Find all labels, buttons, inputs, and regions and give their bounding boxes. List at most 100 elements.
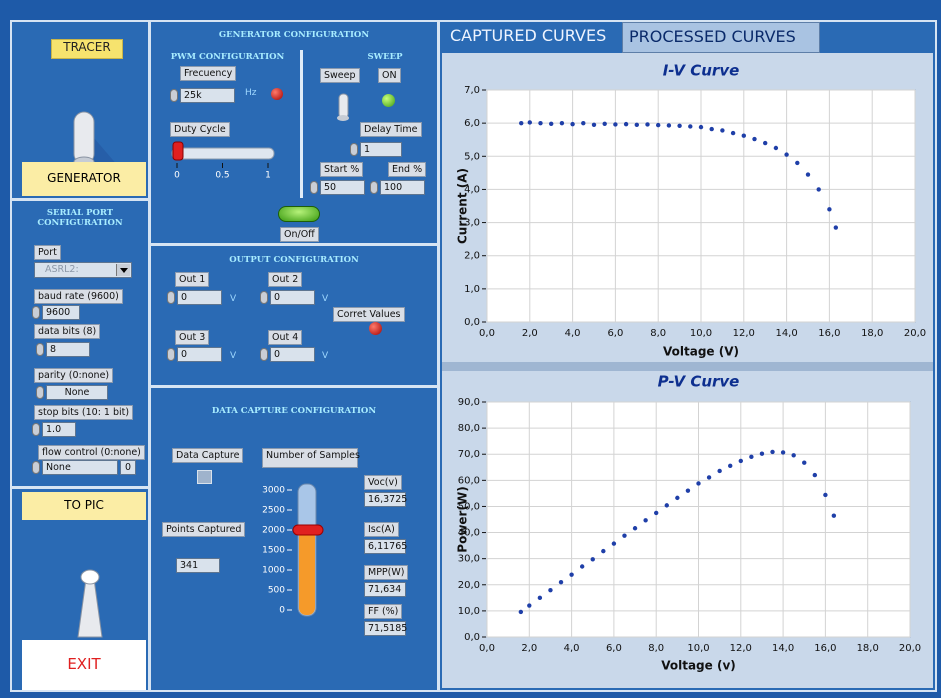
y-tick-label: 70,0 [458, 449, 480, 460]
data-point [665, 503, 669, 507]
data-point [760, 452, 764, 456]
data-point [686, 488, 690, 492]
chart-title: I-V Curve [663, 62, 740, 80]
data-point [654, 511, 658, 515]
tick-label: 1500 [262, 546, 285, 556]
data-point [622, 533, 626, 537]
data-point [813, 473, 817, 477]
y-tick-label: 5,0 [464, 151, 480, 162]
y-tick-label: 20,0 [458, 580, 480, 591]
tick-label: 0 [279, 606, 285, 616]
data-point [688, 124, 692, 128]
data-point [633, 526, 637, 530]
x-tick-label: 16,0 [818, 328, 840, 339]
data-point [763, 141, 767, 145]
data-point [817, 187, 821, 191]
y-tick-label: 90,0 [458, 397, 480, 408]
tick-label: 3000 [262, 486, 285, 496]
x-tick-label: 20,0 [899, 643, 921, 654]
x-tick-label: 10,0 [690, 328, 712, 339]
data-point [791, 453, 795, 457]
y-tick-label: 60,0 [458, 475, 480, 486]
data-point [519, 121, 523, 125]
slider-pointer [293, 525, 323, 535]
y-tick-label: 0,0 [464, 632, 480, 643]
tick-label: 0 [174, 171, 180, 181]
data-point [548, 588, 552, 592]
data-point [538, 121, 542, 125]
data-point [656, 123, 660, 127]
tick-label: 500 [268, 586, 285, 596]
x-tick-label: 18,0 [861, 328, 883, 339]
drawing-layer: 00.51050010001500200025003000I-V Curve0,… [0, 0, 941, 698]
data-point [784, 152, 788, 156]
data-point [635, 123, 639, 127]
data-point [675, 496, 679, 500]
data-point [707, 475, 711, 479]
data-point [731, 131, 735, 135]
data-point [696, 481, 700, 485]
data-point [581, 121, 585, 125]
y-axis-label: Current (A) [456, 168, 470, 244]
x-tick-label: 2,0 [522, 328, 538, 339]
x-tick-label: 0,0 [479, 643, 495, 654]
chart-title: P-V Curve [658, 373, 740, 391]
data-point [603, 122, 607, 126]
data-point [580, 564, 584, 568]
data-point [560, 121, 564, 125]
x-axis-label: Voltage (V) [663, 345, 739, 359]
data-point [569, 572, 573, 576]
data-point [592, 123, 596, 127]
x-tick-label: 4,0 [565, 328, 581, 339]
x-tick-label: 6,0 [607, 328, 623, 339]
data-point [519, 610, 523, 614]
x-tick-label: 6,0 [606, 643, 622, 654]
data-point [739, 459, 743, 463]
y-tick-label: 1,0 [464, 284, 480, 295]
data-point [528, 120, 532, 124]
y-tick-label: 0,0 [464, 317, 480, 328]
x-tick-label: 12,0 [733, 328, 755, 339]
data-point [728, 464, 732, 468]
x-tick-label: 8,0 [650, 328, 666, 339]
x-tick-label: 8,0 [648, 643, 664, 654]
data-point [823, 493, 827, 497]
data-point [570, 122, 574, 126]
slider-fill [299, 530, 315, 615]
y-tick-label: 7,0 [464, 85, 480, 96]
data-point [699, 125, 703, 129]
data-point [749, 455, 753, 459]
data-point [834, 225, 838, 229]
data-point [624, 122, 628, 126]
data-point [720, 128, 724, 132]
x-tick-label: 2,0 [521, 643, 537, 654]
x-tick-label: 16,0 [814, 643, 836, 654]
data-point [795, 161, 799, 165]
data-point [717, 469, 721, 473]
slider-track [172, 148, 274, 159]
data-point [770, 450, 774, 454]
data-point [781, 450, 785, 454]
data-point [559, 580, 563, 584]
data-point [752, 137, 756, 141]
data-point [645, 122, 649, 126]
data-point [643, 518, 647, 522]
tick-label: 1 [265, 171, 271, 181]
slider-pointer [173, 142, 183, 160]
data-point [538, 596, 542, 600]
x-tick-label: 12,0 [730, 643, 752, 654]
x-tick-label: 4,0 [564, 643, 580, 654]
data-point [802, 461, 806, 465]
data-point [612, 541, 616, 545]
y-tick-label: 2,0 [464, 251, 480, 262]
y-tick-label: 80,0 [458, 423, 480, 434]
x-tick-label: 18,0 [857, 643, 879, 654]
x-tick-label: 14,0 [775, 328, 797, 339]
y-tick-label: 30,0 [458, 554, 480, 565]
tick-label: 2000 [262, 526, 285, 536]
data-point [601, 549, 605, 553]
data-point [806, 172, 810, 176]
data-point [827, 207, 831, 211]
x-tick-label: 20,0 [904, 328, 926, 339]
x-tick-label: 14,0 [772, 643, 794, 654]
